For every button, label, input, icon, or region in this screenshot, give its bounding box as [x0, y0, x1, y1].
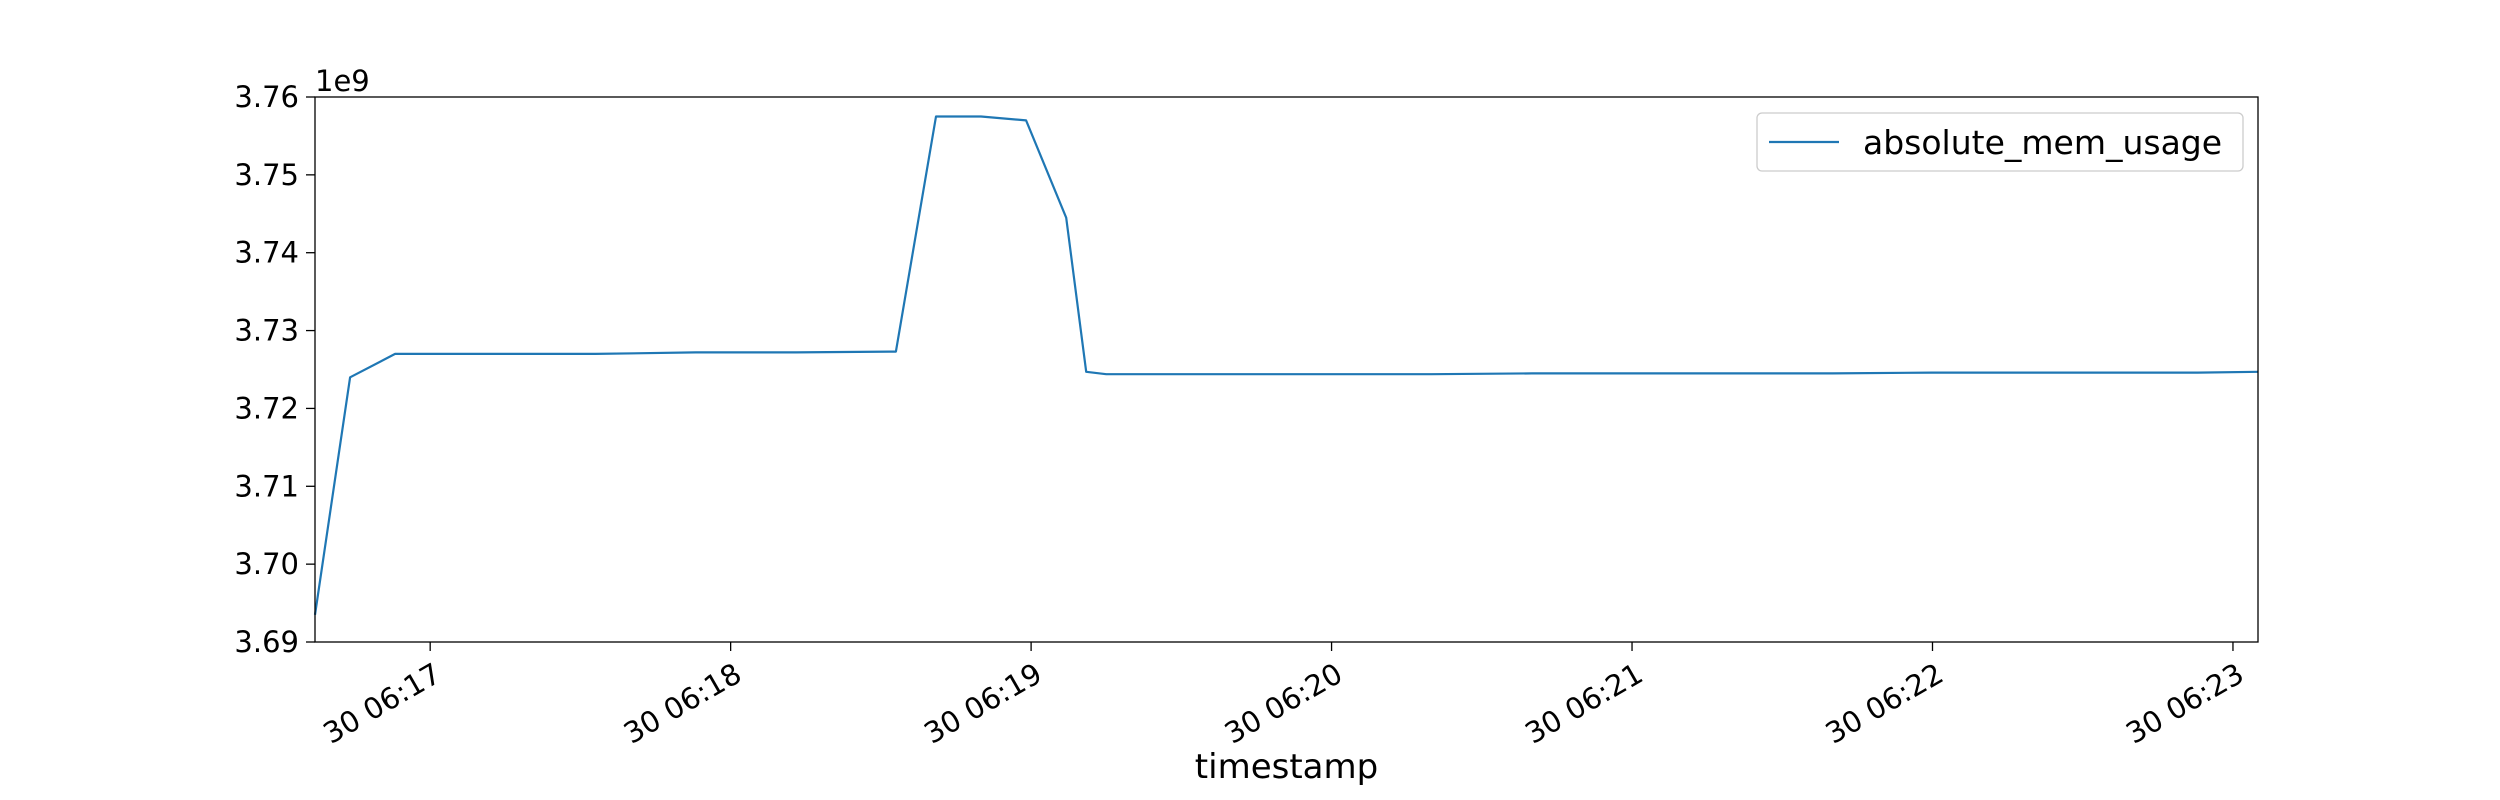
y-tick-label: 3.73: [234, 314, 299, 348]
y-tick-label: 3.72: [234, 391, 299, 425]
y-tick-label: 3.70: [234, 547, 299, 581]
series-layer: [313, 115, 2259, 615]
series-line-absolute_mem_usage: [313, 115, 2259, 615]
y-axis: 3.69 3.70 3.71 3.72 3.73 3.74 3.75 3.76: [234, 80, 315, 659]
y-axis-offset-label: 1e9: [315, 64, 370, 98]
y-tick-label: 3.71: [234, 469, 299, 503]
y-tick-label: 3.74: [234, 236, 299, 270]
y-tick-label: 3.69: [234, 625, 299, 659]
y-tick-label: 3.76: [234, 80, 299, 114]
legend: absolute_mem_usage: [1756, 112, 2244, 172]
y-tick-label: 3.75: [234, 158, 299, 192]
plot-area-frame: [314, 96, 2259, 643]
legend-box: [1756, 112, 2244, 172]
legend-entry-label: absolute_mem_usage: [1863, 123, 2222, 162]
x-axis-label: timestamp: [1195, 747, 1378, 787]
